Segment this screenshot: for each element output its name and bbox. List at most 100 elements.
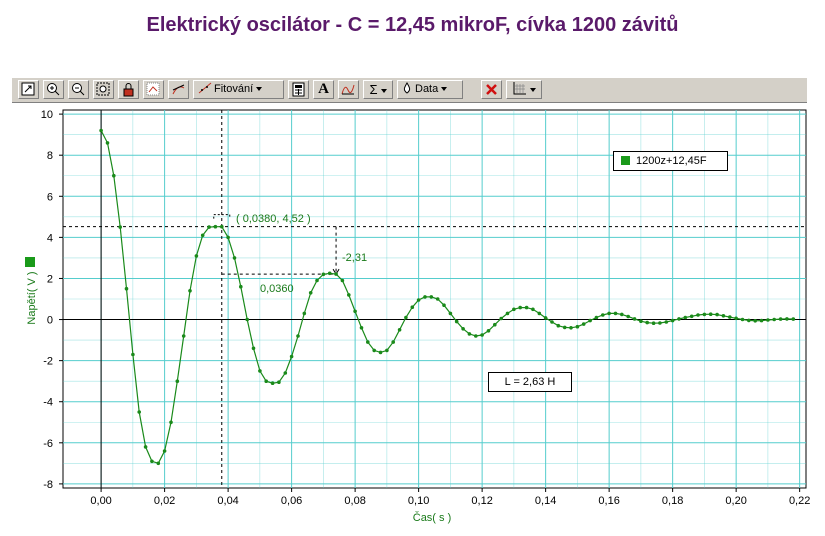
data-point (772, 317, 776, 322)
data-point (245, 317, 249, 322)
y-tick-label: -6 (43, 438, 53, 450)
series-1200z-12-45f (99, 128, 796, 466)
y-tick-label: 2 (47, 273, 53, 285)
data-point (372, 348, 377, 353)
x-tick-label: 0,16 (598, 495, 619, 507)
data-point (200, 233, 205, 238)
data-dropdown[interactable]: Data (397, 80, 463, 99)
data-point (734, 316, 738, 321)
data-point (404, 315, 408, 320)
x-tick-label: 0,14 (535, 495, 556, 507)
data-point (728, 315, 732, 319)
grid (59, 109, 807, 492)
data-point (575, 324, 580, 329)
data-point (499, 316, 504, 321)
examine-icon[interactable] (143, 80, 164, 99)
calculator-icon[interactable] (288, 80, 309, 99)
data-point (378, 350, 383, 355)
sigma-dropdown[interactable]: Σ (363, 80, 393, 99)
data-point (340, 278, 345, 283)
data-point (626, 314, 630, 319)
inductance-box: L = 2,63 H (488, 372, 572, 392)
data-point (632, 317, 637, 321)
data-point (766, 318, 770, 322)
data-point (283, 371, 288, 375)
x-tick-label: 0,00 (90, 495, 111, 507)
data-point (302, 311, 307, 316)
data-point (416, 298, 421, 302)
chart-title: Elektrický oscilátor - C = 12,45 mikroF,… (146, 14, 679, 36)
data-point (759, 318, 764, 323)
stats-icon[interactable] (338, 80, 359, 99)
data-point (791, 317, 796, 321)
x-tick-label: 0,04 (217, 495, 238, 507)
x-tick-label: 0,22 (789, 495, 810, 507)
data-point (232, 256, 237, 260)
fit-dropdown[interactable]: Fitování (193, 80, 284, 99)
data-point (588, 318, 592, 323)
data-point (435, 297, 440, 301)
data-point (359, 326, 364, 330)
data-point (740, 317, 745, 322)
close-icon[interactable] (481, 80, 502, 99)
lock-icon[interactable] (118, 80, 139, 99)
data-point (442, 303, 446, 308)
data-point (124, 286, 129, 291)
data-point (721, 314, 726, 318)
data-point (220, 224, 224, 229)
delta-x-label: 0,0360 (260, 283, 294, 295)
zoom-out-icon[interactable] (68, 80, 89, 99)
data-point (429, 295, 434, 299)
data-point (391, 340, 396, 344)
data-point (702, 312, 707, 317)
peak-point-label: ( 0,0380, 4,52 ) (236, 213, 311, 225)
toolbar: Fitování A Σ Data (12, 77, 807, 103)
data-point (131, 352, 135, 357)
data-point (696, 313, 700, 317)
fit-label: Fitování (214, 83, 254, 95)
data-point (543, 316, 548, 320)
data-point (715, 312, 719, 317)
y-tick-label: -2 (43, 356, 53, 368)
zoom-in-icon[interactable] (43, 80, 64, 99)
data-point (353, 309, 357, 314)
chevron-down-icon (441, 87, 448, 92)
data-point (581, 322, 586, 326)
y-axis-color-swatch (25, 257, 35, 267)
graph-options-dropdown[interactable] (506, 80, 542, 99)
y-tick-label: 4 (47, 232, 53, 244)
text-tool-icon[interactable]: A (313, 80, 334, 99)
data-point (607, 311, 611, 316)
tick-labels: 0,00 0,02 0,04 0,06 0,08 0,10 0,12 0,14 0,16 0,18… (41, 109, 811, 507)
data-point (258, 369, 262, 373)
data-point (207, 225, 211, 229)
data-point (664, 320, 669, 324)
tangent-icon[interactable] (168, 80, 189, 99)
data-point (670, 318, 675, 323)
chevron-down-icon (529, 88, 536, 93)
sigma-icon: Σ (369, 82, 378, 97)
data-point (308, 291, 313, 295)
data-point (143, 445, 148, 449)
data-point (708, 312, 713, 317)
data-point (639, 319, 643, 324)
data-point (594, 315, 599, 320)
data-point (658, 321, 662, 325)
data-point (289, 354, 294, 359)
data-point (569, 326, 573, 330)
data-point (613, 311, 618, 316)
data-point (677, 317, 681, 321)
x-axis-label: Čas( s ) (413, 511, 452, 524)
data-point (169, 420, 173, 425)
data-point (264, 379, 269, 384)
data-point (785, 317, 789, 321)
zoom-box-icon[interactable] (93, 80, 114, 99)
data-point (239, 284, 243, 289)
x-tick-label: 0,12 (471, 495, 492, 507)
data-point (105, 141, 110, 145)
data-point (683, 315, 688, 320)
data-point (562, 325, 567, 330)
autoscale-icon[interactable] (18, 80, 39, 99)
data-point (347, 293, 351, 297)
